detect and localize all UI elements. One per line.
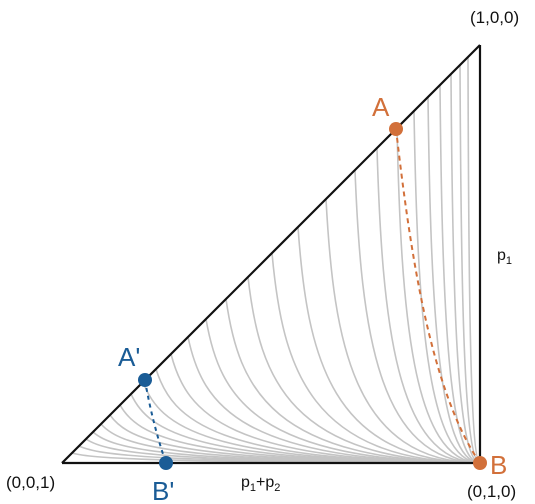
flow-curve — [205, 318, 481, 464]
flow-curve — [376, 147, 481, 464]
horizontal-axis-subscript-b: 2 — [274, 482, 280, 494]
flow-curve — [467, 56, 481, 464]
vertical-axis-letter: p — [497, 247, 506, 264]
flow-curve — [427, 96, 481, 464]
flow-curves — [71, 56, 481, 464]
flow-curve — [396, 127, 481, 464]
point-a-label: A — [372, 92, 390, 122]
point-b-prime-marker — [159, 456, 173, 470]
point-b-label: B — [490, 450, 507, 480]
flow-curve — [439, 84, 481, 464]
point-a-prime-marker — [138, 373, 152, 387]
flow-curve — [187, 336, 481, 464]
point-b-marker — [473, 456, 487, 470]
horizontal-axis-label: p1+p2 — [241, 474, 280, 494]
point-a-prime-label: A' — [118, 342, 140, 372]
flow-curve — [247, 276, 481, 464]
vertical-axis-subscript: 1 — [506, 255, 512, 267]
hypotenuse-edge — [61, 44, 481, 464]
point-b-prime-label: B' — [152, 476, 174, 504]
vertex-bottom-left-label: (0,0,1) — [6, 473, 55, 492]
flow-curve — [413, 110, 481, 464]
horizontal-axis-subscript-a: 1 — [250, 482, 256, 494]
vertex-top-label: (1,0,0) — [470, 8, 519, 27]
point-a-marker — [389, 122, 403, 136]
flow-curve — [354, 169, 481, 464]
blue-dashed-trajectory — [144, 379, 167, 464]
orange-dashed-trajectory — [395, 128, 481, 464]
vertical-axis-label: p1 — [497, 247, 512, 267]
flow-curve — [271, 252, 481, 464]
flow-curve — [297, 226, 481, 464]
flow-curve — [325, 198, 481, 464]
horizontal-axis-plus: +p — [256, 474, 274, 491]
horizontal-axis-letter-a: p — [241, 474, 250, 491]
vertex-bottom-right-label: (0,1,0) — [467, 482, 516, 501]
flow-curve — [225, 298, 481, 464]
flow-curve — [170, 353, 481, 464]
flow-curve — [450, 73, 481, 464]
